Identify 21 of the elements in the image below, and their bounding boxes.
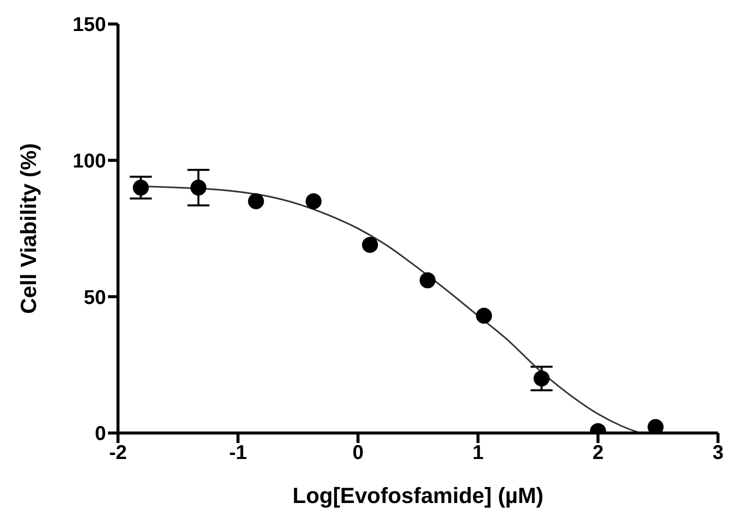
point [648, 419, 664, 433]
y-tick-label: 100 [72, 150, 106, 172]
point [476, 308, 492, 324]
x-tick-label: 0 [352, 442, 364, 464]
y-tick-label: 0 [94, 423, 106, 446]
x-tick-label: 2 [592, 442, 604, 464]
point [190, 180, 206, 196]
point [132, 180, 149, 196]
point [362, 236, 378, 253]
point [420, 272, 436, 288]
x-tick-label: -1 [229, 442, 247, 464]
y-tick-label: 150 [72, 14, 106, 36]
x-tick-label: 1 [472, 442, 484, 464]
y-tick-label: 50 [84, 286, 106, 309]
x-tick-label: 3 [712, 442, 724, 464]
point [306, 193, 322, 210]
point [248, 193, 264, 210]
x-tick-label: -2 [109, 442, 127, 464]
x-axis-title: Log[Evofosfamide] (µM) [292, 483, 544, 508]
point [534, 370, 550, 386]
y-axis-title: Cell Viability (%) [16, 143, 41, 314]
